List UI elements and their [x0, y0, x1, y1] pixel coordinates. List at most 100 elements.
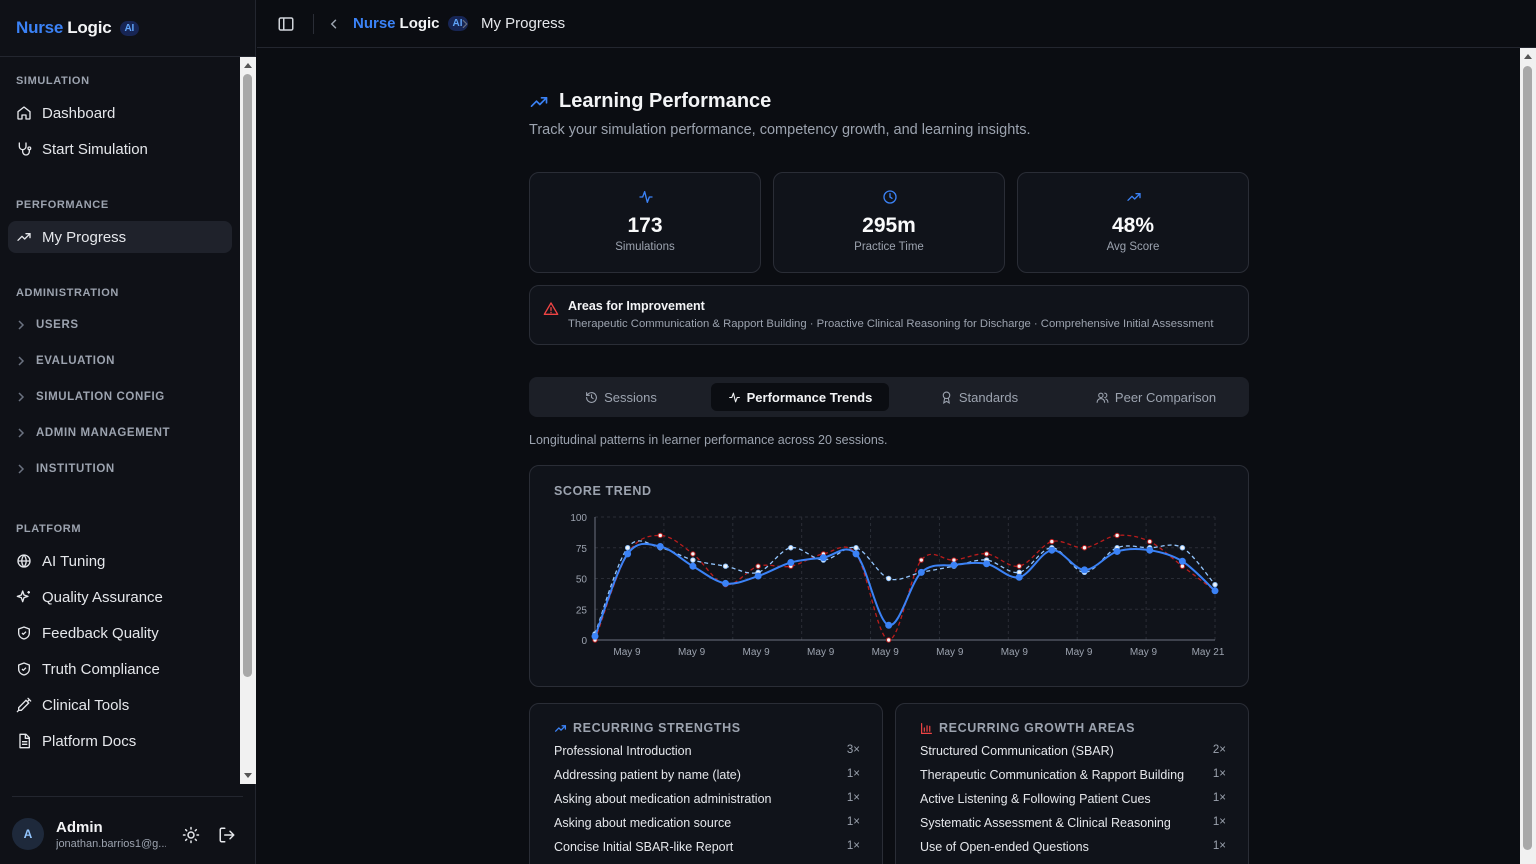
data-point [656, 543, 664, 551]
stat-label: Practice Time [854, 241, 924, 253]
breadcrumb-home[interactable]: Nurse Logic AI [353, 15, 468, 32]
list-item-label: Systematic Assessment & Clinical Reasoni… [920, 816, 1171, 830]
list-item: Asking about medication source 1× [554, 816, 860, 830]
areas-for-improvement: Areas for Improvement Therapeutic Commun… [529, 285, 1249, 345]
sidebar-group-evaluation[interactable]: EVALUATION [16, 351, 115, 371]
sidebar-item-quality-assurance[interactable]: Quality Assurance [8, 581, 232, 613]
back-chevron-icon[interactable] [325, 15, 343, 33]
sidebar-item-label: Clinical Tools [42, 696, 130, 714]
warning-icon [543, 302, 559, 315]
tab-label: Standards [958, 389, 1019, 405]
breadcrumb-current: My Progress [481, 15, 566, 32]
sidebar-group-users[interactable]: USERS [16, 315, 79, 335]
section-label-administration: ADMINISTRATION [16, 287, 119, 299]
data-point [819, 554, 827, 562]
x-tick-label: May 9 [1065, 647, 1093, 658]
scroll-up-arrow[interactable] [244, 63, 252, 68]
tab-label: Sessions [604, 389, 657, 405]
growth-title: RECURRING GROWTH AREAS [939, 721, 1136, 735]
sidebar-item-platform-docs[interactable]: Platform Docs [8, 725, 232, 757]
list-item-count: 2× [1212, 744, 1226, 756]
data-point [788, 545, 794, 551]
shield-check-icon [18, 662, 30, 676]
sidebar-group-admin-management[interactable]: ADMIN MANAGEMENT [16, 423, 170, 443]
list-item-count: 1× [846, 840, 860, 852]
chevron-right-icon [18, 356, 25, 366]
scroll-thumb[interactable] [243, 74, 252, 677]
tab-performance-trends[interactable]: Performance Trends [711, 383, 889, 411]
divider [313, 14, 314, 34]
topbar: Nurse Logic AI My Progress [257, 0, 1536, 48]
scroll-thumb[interactable] [1523, 66, 1532, 850]
main-scrollbar[interactable] [1520, 48, 1536, 864]
page-subtitle: Track your simulation performance, compe… [529, 122, 1031, 138]
sidebar-item-ai-tuning[interactable]: AI Tuning [8, 545, 232, 577]
sidebar-item-dashboard[interactable]: Dashboard [8, 97, 232, 129]
data-point [1147, 538, 1153, 545]
award-icon [942, 391, 951, 404]
sun-icon[interactable] [182, 826, 200, 844]
tab-sessions[interactable]: Sessions [535, 383, 707, 411]
list-item: Use of Open-ended Questions 1× [920, 840, 1226, 854]
data-point [983, 560, 991, 568]
data-point [1080, 566, 1088, 574]
sidebar-toggle-icon[interactable] [277, 15, 295, 33]
sidebar-scrollbar[interactable] [240, 57, 256, 784]
scroll-up-arrow[interactable] [1524, 54, 1532, 59]
user-profile[interactable]: A Admin jonathan.barrios1@g... [12, 818, 166, 850]
series-line [594, 542, 1216, 637]
sidebar-group-simulation-config[interactable]: SIMULATION CONFIG [16, 387, 165, 407]
sidebar-item-feedback-quality[interactable]: Feedback Quality [8, 617, 232, 649]
growth-header: RECURRING GROWTH AREAS [920, 721, 1135, 735]
page-title-text: Learning Performance [559, 90, 772, 112]
brand-logic: Logic [67, 18, 112, 37]
logout-icon[interactable] [218, 826, 236, 844]
x-tick-label: May 9 [936, 647, 964, 658]
chevron-right-icon [18, 392, 25, 402]
list-item-label: Asking about medication administration [554, 792, 772, 806]
trending-up-icon [17, 233, 31, 241]
list-item-label: Active Listening & Following Patient Cue… [920, 792, 1151, 806]
list-item: Professional Introduction 3× [554, 744, 860, 758]
sidebar-item-clinical-tools[interactable]: Clinical Tools [8, 689, 232, 721]
sidebar-item-start-simulation[interactable]: Start Simulation [8, 133, 232, 165]
sidebar-group-label: USERS [36, 319, 79, 331]
brand-nurse: Nurse [16, 18, 64, 37]
chart-title: SCORE TREND [554, 484, 652, 498]
chevron-right-icon [18, 464, 25, 474]
list-item-count: 3× [846, 744, 860, 756]
list-item: Active Listening & Following Patient Cue… [920, 792, 1226, 806]
score-trend-card: SCORE TREND 0 25 50 75 100 May 9 May 9 May 9 May… [529, 465, 1249, 687]
clock-icon [883, 190, 897, 204]
list-item: Systematic Assessment & Clinical Reasoni… [920, 816, 1226, 830]
tab-peer-comparison[interactable]: Peer Comparison [1069, 383, 1243, 411]
list-item-label: Therapeutic Communication & Rapport Buil… [920, 768, 1185, 782]
data-point [1179, 545, 1186, 551]
sidebar-group-institution[interactable]: INSTITUTION [16, 459, 115, 479]
section-label-simulation: SIMULATION [16, 75, 90, 87]
user-email: jonathan.barrios1@g... [56, 837, 166, 850]
x-tick-label: May 21 [1192, 647, 1225, 658]
tab-label: Performance Trends [746, 389, 873, 405]
tab-standards[interactable]: Standards [893, 383, 1065, 411]
globe-icon [17, 554, 31, 568]
stat-card-practice-time: 295m Practice Time [773, 172, 1005, 273]
data-point [885, 575, 892, 582]
trend-description: Longitudinal patterns in learner perform… [529, 433, 888, 447]
shield-check-icon [18, 626, 30, 640]
list-item-count: 1× [846, 792, 860, 804]
brand-logo[interactable]: Nurse Logic AI [16, 18, 140, 38]
strengths-title: RECURRING STRENGTHS [573, 721, 741, 735]
data-point [1049, 538, 1055, 545]
sidebar-item-my-progress[interactable]: My Progress [8, 221, 232, 253]
sidebar-item-label: Quality Assurance [42, 588, 163, 606]
sidebar-group-label: SIMULATION CONFIG [36, 391, 165, 403]
section-label-platform: PLATFORM [16, 523, 82, 535]
sidebar-item-label: Platform Docs [42, 732, 137, 750]
scroll-down-arrow[interactable] [244, 773, 252, 778]
sparkles-icon [16, 590, 30, 603]
breadcrumb-chevron-icon [462, 19, 468, 29]
sidebar-item-truth-compliance[interactable]: Truth Compliance [8, 653, 232, 685]
tab-bar: Sessions Performance Trends Standards Pe… [529, 377, 1249, 417]
data-point [1212, 581, 1218, 588]
